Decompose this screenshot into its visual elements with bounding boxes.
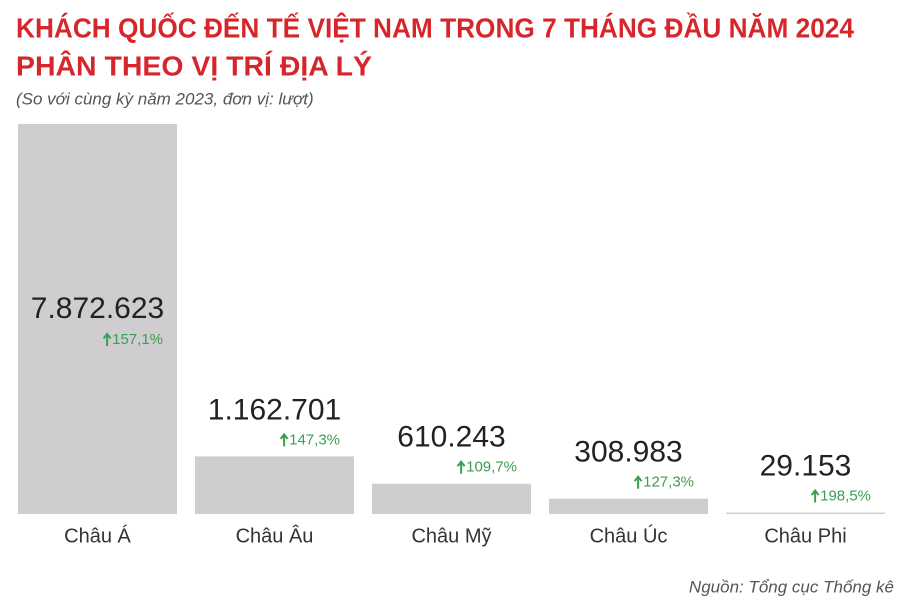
growth-label: 109,7%	[466, 459, 517, 476]
x-tick-label: Châu Úc	[590, 524, 668, 547]
growth-label: 147,3%	[289, 431, 340, 448]
growth-label: 198,5%	[820, 488, 871, 505]
value-label: 29.153	[760, 449, 852, 482]
value-label: 610.243	[397, 421, 505, 454]
chart-title: PHÂN THEO VỊ TRÍ ĐỊA LÝ	[16, 50, 372, 81]
value-label: 308.983	[574, 436, 682, 469]
value-label: 1.162.701	[208, 393, 341, 426]
growth-label: 157,1%	[112, 331, 163, 348]
growth-label: 127,3%	[643, 474, 694, 491]
growth-arrow	[456, 460, 466, 474]
growth-arrow	[633, 475, 643, 489]
bar	[726, 512, 885, 514]
source: Nguồn: Tổng cục Thống kê	[689, 577, 894, 596]
bar	[372, 483, 531, 514]
bar	[549, 498, 708, 514]
x-tick-label: Châu Mỹ	[411, 525, 491, 547]
x-tick-label: Châu Âu	[236, 524, 314, 547]
bar	[195, 456, 354, 514]
bar	[18, 124, 177, 514]
growth-arrow	[279, 432, 289, 447]
growth-arrow	[102, 332, 112, 346]
x-tick-label: Châu Á	[64, 524, 131, 547]
value-label: 7.872.623	[31, 292, 164, 325]
x-tick-label: Châu Phi	[764, 525, 846, 547]
chart-title: KHÁCH QUỐC ĐẾN TẾ VIỆT NAM TRONG 7 THÁNG…	[16, 11, 854, 43]
growth-arrow	[810, 488, 820, 503]
chart-subtitle: (So với cùng kỳ năm 2023, đơn vị: lượt)	[16, 89, 314, 108]
